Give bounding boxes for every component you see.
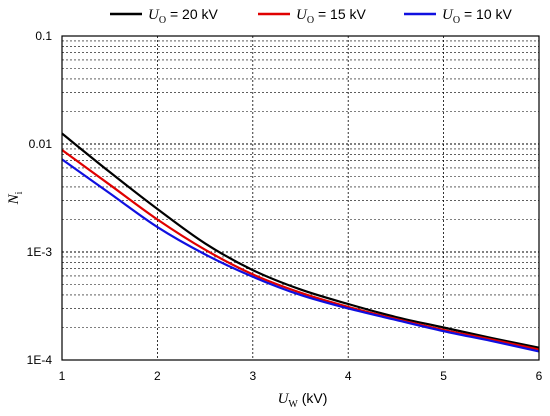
legend-value: = 15 kV <box>314 6 366 22</box>
y-tick-label: 1E-4 <box>27 353 53 367</box>
y-tick-labels: 1E-4 1E-3 0.01 0.1 <box>27 29 53 367</box>
legend-subscript: O <box>307 15 314 26</box>
x-axis-symbol: U <box>278 391 290 407</box>
y-axis-subscript: i <box>14 191 25 194</box>
x-tick-label: 1 <box>59 369 66 383</box>
y-axis-label: Ni <box>6 191 25 205</box>
legend-symbol: U <box>148 7 160 23</box>
legend-item-3: UO = 10 kV <box>404 6 512 26</box>
y-tick-label: 1E-3 <box>27 245 53 259</box>
y-axis-label-text: Ni <box>6 191 25 205</box>
legend-value: = 20 kV <box>166 6 218 22</box>
series-lines <box>61 132 540 353</box>
y-tick-label: 0.1 <box>35 29 52 43</box>
legend-item-2: UO = 15 kV <box>258 6 366 26</box>
legend-label: UO = 20 kV <box>148 6 218 26</box>
x-axis-label: UW (kV) <box>278 390 328 410</box>
x-axis-subscript: W <box>288 399 298 410</box>
legend-symbol: U <box>296 7 308 23</box>
legend: UO = 20 kV UO = 15 kV UO = 10 kV <box>110 6 512 26</box>
y-tick-label: 0.01 <box>29 137 53 151</box>
x-tick-label: 6 <box>536 369 543 383</box>
x-tick-label: 5 <box>440 369 447 383</box>
x-tick-labels: 1 2 3 4 5 6 <box>59 369 543 383</box>
plot-frame <box>61 35 540 361</box>
legend-value: = 10 kV <box>460 6 512 22</box>
grid <box>62 36 539 360</box>
legend-subscript: O <box>159 15 166 26</box>
x-tick-label: 4 <box>345 369 352 383</box>
legend-subscript: O <box>453 15 460 26</box>
legend-label: UO = 10 kV <box>442 6 512 26</box>
series-line-3 <box>61 158 540 353</box>
x-tick-label: 2 <box>154 369 161 383</box>
series-line-1 <box>61 132 540 349</box>
legend-symbol: U <box>442 7 454 23</box>
x-axis-unit: (kV) <box>298 390 328 406</box>
legend-item-1: UO = 20 kV <box>110 6 218 26</box>
series-line-2 <box>61 149 540 351</box>
y-axis-symbol: N <box>6 193 22 205</box>
x-axis-label-text: UW (kV) <box>278 390 328 410</box>
legend-label: UO = 15 kV <box>296 6 366 26</box>
x-tick-label: 3 <box>249 369 256 383</box>
